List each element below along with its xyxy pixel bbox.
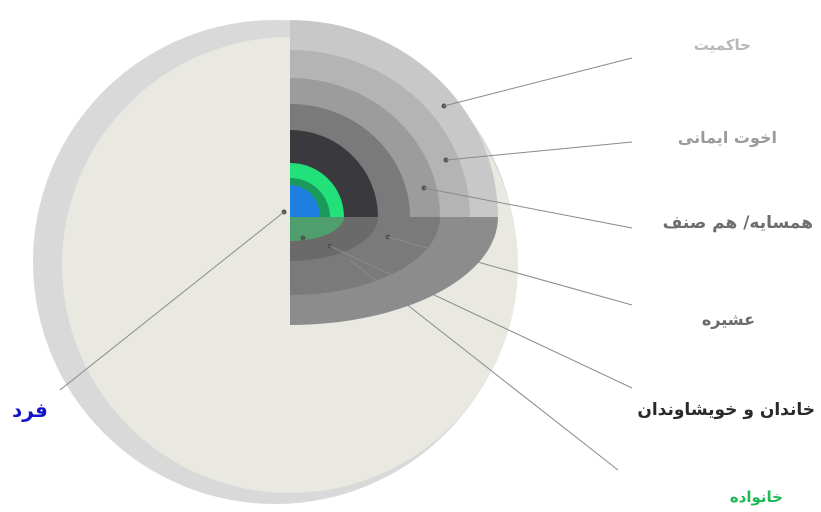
lower-quadrant [290, 217, 498, 325]
line-governance [443, 57, 633, 107]
dot-family [300, 235, 306, 241]
line-family [349, 259, 619, 471]
label-governance: حاکمیت [693, 36, 751, 54]
line-neighbor [423, 187, 633, 229]
label-clan-relatives: خاندان و خویشاوندان [637, 400, 815, 420]
line-faith [445, 141, 633, 161]
label-individual: فرد [12, 398, 48, 422]
label-faith-brotherhood: اخوت ایمانی [677, 128, 777, 147]
line-clan [329, 245, 633, 389]
line-tribe [387, 236, 633, 306]
label-tribe: عشیره [701, 310, 755, 329]
lower-family [290, 217, 344, 241]
cutaway-layers [290, 20, 498, 217]
label-family: خانواده [729, 488, 783, 506]
layer-individual [290, 185, 320, 217]
leader-lines [59, 57, 633, 471]
label-neighbor-peer: همسایه/ هم صنف [662, 213, 813, 233]
line-individual [59, 211, 285, 391]
